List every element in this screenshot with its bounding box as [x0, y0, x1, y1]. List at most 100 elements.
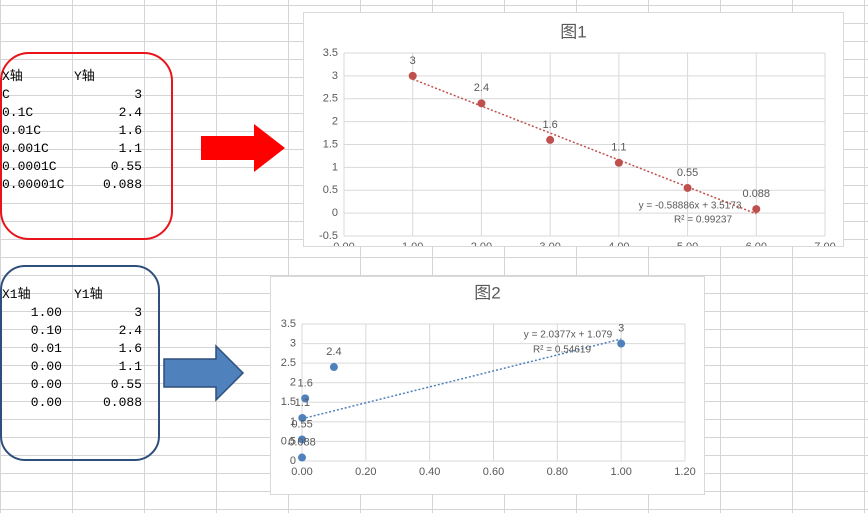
- x-tick-label: 1.20: [674, 466, 695, 478]
- red-box: [0, 52, 173, 240]
- y-tick-label: 2.5: [281, 357, 296, 369]
- table-cell: 3: [134, 305, 142, 320]
- x-tick-label: 0.00: [291, 466, 312, 478]
- data-label: 0.088: [743, 188, 771, 200]
- y-tick-label: 1: [290, 416, 296, 428]
- data-point: [329, 363, 338, 372]
- data-label: 1.6: [298, 377, 313, 389]
- data-label: 0.088: [288, 436, 316, 448]
- y-tick-label: 0.5: [281, 435, 296, 447]
- chart: 图1 -0.5 0 0.5 1 1.5 2 2.5 3 3.5 0.00 1.00 2.00 3.00 4.…: [303, 12, 844, 247]
- table-cell: 3: [134, 87, 142, 102]
- blue-box: [0, 265, 160, 461]
- trendline: [412, 78, 757, 215]
- trendline-equation: y = 2.0377x + 1.079: [524, 330, 613, 341]
- y-tick-label: 3: [332, 70, 338, 82]
- x-tick-label: 1.00: [610, 466, 631, 478]
- data-point: [546, 135, 555, 144]
- data-point: [477, 99, 486, 108]
- data-label: 2.4: [474, 82, 489, 94]
- table-cell: 0.10: [30, 323, 62, 338]
- header-cell: X轴: [2, 69, 23, 84]
- y-tick-label: 0: [332, 207, 338, 219]
- header-cell: X1轴: [2, 287, 31, 302]
- chart: 图2 0 0.5 1 1.5 2 2.5 3 3.5 0.00 0.20 0.40 0.60 0.80 1.…: [270, 276, 705, 495]
- data-label: 0.55: [677, 167, 698, 179]
- table-cell: 0.55: [110, 377, 142, 392]
- y-tick-label: 2.5: [323, 93, 338, 105]
- data-point: [752, 205, 761, 214]
- table-cell: 1.00: [30, 305, 62, 320]
- table-cell: 1.6: [118, 123, 142, 138]
- table-cell: 1.6: [118, 341, 142, 356]
- header-cell: Y1轴: [74, 287, 103, 302]
- x-tick-label: 0.80: [547, 466, 568, 478]
- data-label: 1.1: [611, 142, 626, 154]
- header-cell: Y轴: [74, 69, 95, 84]
- table-cell: 0.00: [30, 395, 62, 410]
- data-point: [301, 394, 310, 403]
- table-cell: 0.088: [102, 177, 142, 192]
- table-cell: 0.0001C: [2, 159, 57, 174]
- chart-title: 图1: [560, 22, 586, 41]
- y-tick-label: -0.5: [319, 230, 338, 242]
- x-tick-label: 2.00: [471, 241, 492, 247]
- table-cell: 2.4: [118, 105, 142, 120]
- y-tick-label: 0: [290, 455, 296, 467]
- table-cell: 0.1C: [2, 105, 34, 120]
- x-tick-label: 5.00: [677, 241, 698, 247]
- trendline: [301, 338, 622, 420]
- data-point: [683, 183, 692, 192]
- chart-title: 图2: [474, 283, 500, 302]
- data-label: 2.4: [326, 346, 341, 358]
- data-label: 3: [410, 55, 416, 67]
- x-tick-label: 3.00: [539, 241, 560, 247]
- x-tick-label: 4.00: [608, 241, 629, 247]
- table-cell: 1.1: [118, 359, 142, 374]
- table-cell: 0.55: [110, 159, 142, 174]
- x-tick-label: 1.00: [402, 241, 423, 247]
- x-tick-label: 0.00: [333, 241, 354, 247]
- y-tick-label: 3.5: [281, 318, 296, 330]
- blue-arrow: [163, 344, 245, 402]
- table-cell: 0.01: [30, 341, 62, 356]
- y-tick-label: 1: [332, 161, 338, 173]
- table-cell: 0.00001C: [2, 177, 65, 192]
- data-point: [298, 435, 307, 444]
- y-tick-label: 3: [290, 337, 296, 349]
- table-cell: 0.088: [102, 395, 142, 410]
- y-tick-label: 2: [332, 116, 338, 128]
- y-tick-label: 1.5: [323, 138, 338, 150]
- x-tick-label: 7.00: [814, 241, 835, 247]
- data-label: 3: [618, 322, 624, 334]
- y-tick-label: 2: [290, 377, 296, 389]
- table-cell: C: [2, 87, 10, 102]
- table-cell: 0.001C: [2, 141, 49, 156]
- table-cell: 0.00: [30, 377, 62, 392]
- data-point: [614, 158, 623, 167]
- data-point: [298, 453, 307, 462]
- red-arrow: [201, 124, 285, 172]
- y-tick-label: 0.5: [323, 184, 338, 196]
- table-cell: 1.1: [118, 141, 142, 156]
- data-label: 1.6: [542, 119, 557, 131]
- data-point: [408, 71, 417, 80]
- table-cell: 0.01C: [2, 123, 42, 138]
- y-tick-label: 3.5: [323, 47, 338, 59]
- x-tick-label: 0.60: [483, 466, 504, 478]
- table-cell: 2.4: [118, 323, 142, 338]
- x-tick-label: 0.20: [355, 466, 376, 478]
- table-cell: 0.00: [30, 359, 62, 374]
- x-tick-label: 0.40: [419, 466, 440, 478]
- data-point: [298, 413, 307, 422]
- trendline-equation: y = -0.58886x + 3.5173: [639, 201, 742, 212]
- y-tick-label: 1.5: [281, 396, 296, 408]
- trendline-r2: R² = 0.54619: [533, 345, 592, 356]
- x-tick-label: 6.00: [746, 241, 767, 247]
- data-label: 1.1: [295, 397, 310, 409]
- data-point: [617, 339, 626, 348]
- trendline-r2: R² = 0.99237: [674, 215, 733, 226]
- data-label: 0.55: [291, 418, 312, 430]
